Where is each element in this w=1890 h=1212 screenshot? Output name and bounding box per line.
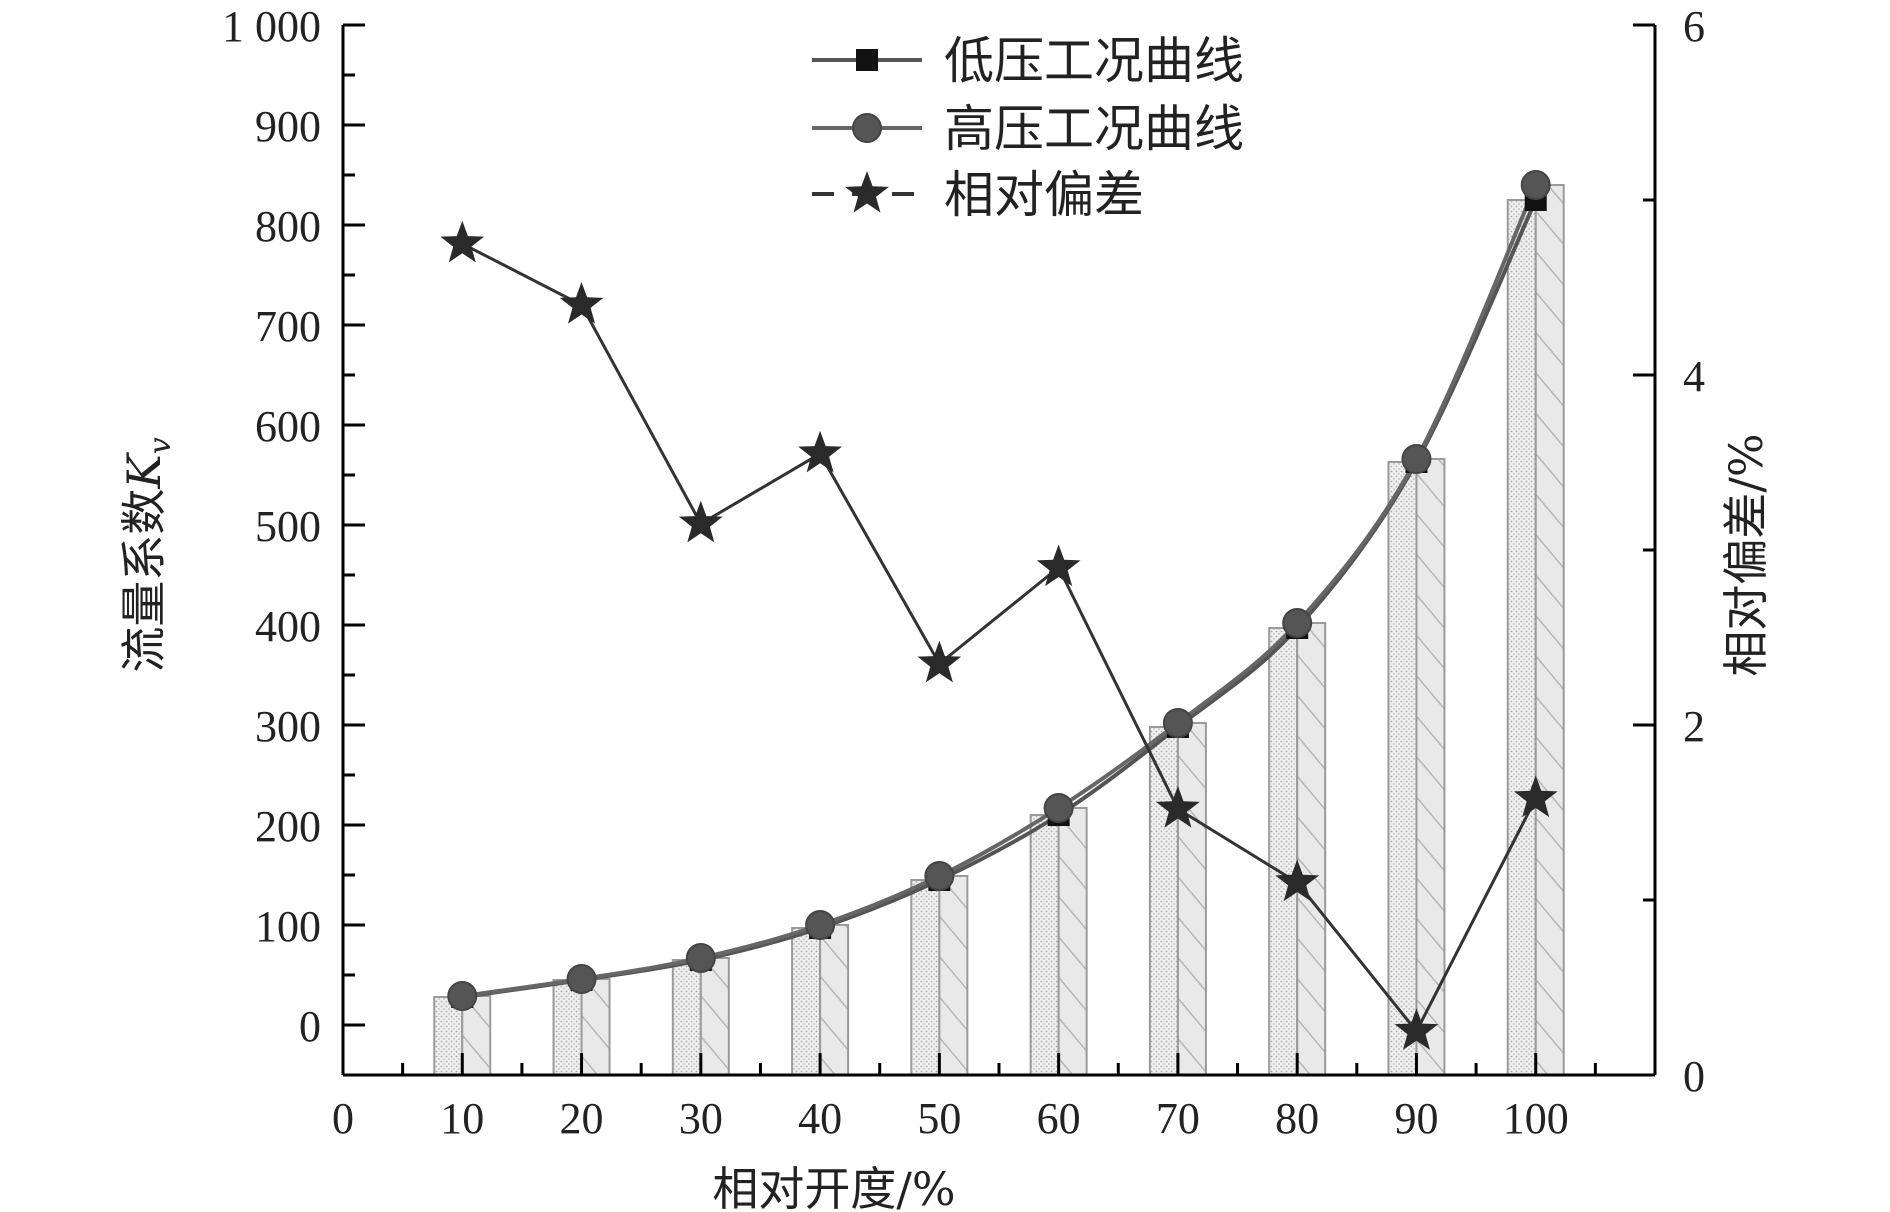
bar-high-30 xyxy=(699,957,730,1076)
x-tick-label: 90 xyxy=(1394,1094,1438,1143)
x-tick-label: 100 xyxy=(1503,1094,1569,1143)
y-right-tick-label: 6 xyxy=(1683,2,1705,51)
x-tick-label: 60 xyxy=(1037,1094,1081,1143)
x-tick-label: 20 xyxy=(560,1094,604,1143)
marker-high-20 xyxy=(566,964,597,994)
bars-layer xyxy=(433,184,1565,1076)
marker-deviation-40 xyxy=(798,430,842,473)
marker-high-10 xyxy=(447,981,478,1011)
marker-deviation-90 xyxy=(1394,1008,1439,1050)
x-tick-label: 80 xyxy=(1275,1094,1319,1143)
x-axis-title: 相对开度/% xyxy=(712,1162,955,1212)
marker-deviation-20 xyxy=(559,282,604,324)
x-tick-label: 10 xyxy=(440,1094,484,1143)
y-left-tick-label: 0 xyxy=(299,1002,321,1051)
y-left-tick-label: 400 xyxy=(255,602,321,651)
marker-high-60 xyxy=(1043,793,1074,823)
line-high-pressure xyxy=(461,184,1538,998)
axis-titles: 相对开度/% 流量系数Kv 相对偏差/% xyxy=(117,433,1773,1212)
bar-low-60 xyxy=(1029,814,1060,1076)
bar-low-80 xyxy=(1268,627,1299,1076)
marker-high-90 xyxy=(1401,444,1432,474)
y-left-tick-label: 800 xyxy=(255,202,321,251)
y-right-tick-label: 4 xyxy=(1683,352,1705,401)
bar-high-40 xyxy=(819,924,850,1076)
marker-high-50 xyxy=(924,861,955,891)
bar-low-100 xyxy=(1506,199,1537,1076)
bar-high-90 xyxy=(1415,458,1446,1076)
marker-deviation-100 xyxy=(1513,775,1558,818)
line-relative-deviation xyxy=(461,242,1538,1034)
bar-low-90 xyxy=(1387,461,1418,1076)
bar-high-50 xyxy=(938,875,969,1076)
x-tick-label: 70 xyxy=(1156,1094,1200,1143)
y-left-tick-label: 700 xyxy=(255,302,321,351)
bar-low-50 xyxy=(910,879,941,1076)
legend-label-0: 低压工况曲线 xyxy=(944,32,1244,90)
legend-marker-circle xyxy=(852,113,882,143)
x-tick-label: 0 xyxy=(332,1094,354,1143)
marker-deviation-10 xyxy=(440,220,485,263)
marker-deviation-80 xyxy=(1275,859,1320,902)
marker-deviation-60 xyxy=(1036,544,1081,587)
y-right-tick-label: 2 xyxy=(1683,702,1705,751)
legend-label-1: 高压工况曲线 xyxy=(944,100,1244,158)
marker-high-40 xyxy=(805,910,836,940)
axes-layer xyxy=(341,23,1657,1077)
y-axis-right-title: 相对偏差/% xyxy=(1719,433,1773,676)
legend-marker-star xyxy=(845,171,889,213)
bar-low-30 xyxy=(671,959,702,1076)
bar-high-100 xyxy=(1534,184,1565,1076)
y-left-tick-label: 600 xyxy=(255,402,321,451)
marker-high-100 xyxy=(1520,170,1551,200)
line-low-pressure xyxy=(461,199,1538,999)
y-left-tick-label: 100 xyxy=(255,902,321,951)
x-tick-label: 50 xyxy=(917,1094,961,1143)
y-left-tick-label: 900 xyxy=(255,102,321,151)
marker-high-70 xyxy=(1162,708,1193,738)
bar-high-80 xyxy=(1296,622,1327,1076)
y-axis-left-title: 流量系数Kv xyxy=(117,437,178,672)
bar-low-20 xyxy=(552,979,583,1076)
legend-marker-square xyxy=(856,49,878,71)
x-tick-label: 30 xyxy=(679,1094,723,1143)
legend-label-2: 相对偏差 xyxy=(944,166,1144,224)
marker-deviation-30 xyxy=(678,500,723,543)
bar-high-70 xyxy=(1176,722,1207,1076)
marker-high-80 xyxy=(1282,608,1313,638)
bar-high-20 xyxy=(580,978,611,1076)
y-left-tick-label: 200 xyxy=(255,802,321,851)
y-left-tick-label: 500 xyxy=(255,502,321,551)
y-left-tick-label: 300 xyxy=(255,702,321,751)
marker-deviation-50 xyxy=(917,640,962,683)
y-right-tick-label: 0 xyxy=(1683,1052,1705,1101)
marker-high-30 xyxy=(685,943,716,973)
bar-low-40 xyxy=(791,927,822,1076)
bar-high-60 xyxy=(1057,807,1088,1076)
marker-deviation-70 xyxy=(1156,786,1200,828)
y-left-tick-label: 1 000 xyxy=(222,2,321,51)
x-tick-label: 40 xyxy=(798,1094,842,1143)
lines-layer xyxy=(440,170,1558,1050)
